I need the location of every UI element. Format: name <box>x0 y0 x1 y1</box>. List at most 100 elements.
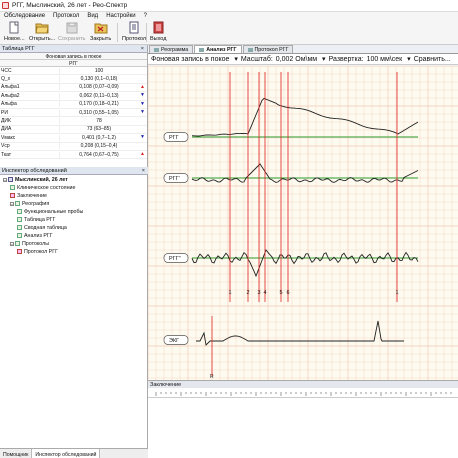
tree-item[interactable]: Клиническое состояние <box>10 184 75 191</box>
tree-item-label: Клиническое состояние <box>17 184 76 191</box>
table-row[interactable]: ДИК 78 <box>0 117 147 126</box>
row-value: 0,764 (0,67–0,75) <box>79 151 119 158</box>
row-parameter: Vмакс <box>0 134 60 141</box>
row-parameter: Q_x <box>0 76 60 83</box>
tree-item-label: Сводная таблица <box>24 224 67 231</box>
tab-reogram[interactable]: Реограмма <box>149 45 194 53</box>
ruler <box>148 388 458 398</box>
tab-protocol[interactable]: Протокол РГГ <box>242 45 294 53</box>
channel-label: ЭКГ <box>169 338 179 344</box>
channel-label-box[interactable] <box>163 253 189 263</box>
channel-label-box[interactable] <box>163 335 189 345</box>
protocol-button[interactable]: Протокол <box>122 21 146 44</box>
menu-item-examination[interactable]: Обследование <box>4 13 46 19</box>
sweep-label: Развертка: <box>328 55 364 63</box>
tree-item[interactable]: Анализ РГГ <box>17 232 53 239</box>
close-icon[interactable]: × <box>141 167 145 174</box>
increase-icon: ▲ <box>140 151 145 158</box>
tree-item[interactable]: − Протоколы <box>10 240 49 247</box>
decrease-icon: ▼ <box>140 100 145 107</box>
rgg-trace <box>191 97 419 137</box>
table-row[interactable]: Альфа1 0,108 (0,07–0,09) ▲ <box>0 84 147 93</box>
chart-icon <box>17 233 22 238</box>
tree-item[interactable]: Протокол РГГ <box>17 248 58 255</box>
marker-label: 2 <box>247 290 250 296</box>
conclusion-editor[interactable] <box>148 398 458 458</box>
marker-lines[interactable]: 1 2 3 4 5 6 1R <box>210 72 399 380</box>
left-bottom-tabs: Помощник Инспектор обследований <box>0 448 148 458</box>
collapse-icon[interactable]: − <box>10 241 14 247</box>
close-icon[interactable]: × <box>140 45 144 52</box>
table-row[interactable]: Vср 0,208 (0,15–0,4) <box>0 143 147 151</box>
row-parameter: ДИК <box>0 118 60 125</box>
patient-icon <box>8 177 13 182</box>
probe-icon <box>17 209 22 214</box>
table-header-channel: РГГ <box>0 60 147 67</box>
channel-label: РГГ' <box>169 176 180 182</box>
menu-item-view[interactable]: Вид <box>87 13 99 19</box>
table-row[interactable]: Альфа 0,170 (0,18–0,21) ▼ <box>0 101 147 109</box>
exit-button[interactable]: Выход <box>150 21 166 44</box>
collapse-icon[interactable]: − <box>3 177 7 183</box>
table-header-record: Фоновая запись в покое <box>0 53 147 60</box>
inspector-panel-header: Инспектор обследований × <box>0 167 148 175</box>
save-button[interactable]: Сохранить <box>58 21 85 44</box>
menu-item-protocol[interactable]: Протокол <box>53 13 80 19</box>
table-row[interactable]: Vмакс 0,401 (0,7–1,2) ▼ <box>0 134 147 143</box>
tab-assistant[interactable]: Помощник <box>0 449 33 458</box>
channel-label-box[interactable] <box>163 132 189 142</box>
save-icon <box>66 22 78 34</box>
compare-button[interactable]: Сравнить... <box>413 55 451 63</box>
chart-grid <box>148 66 458 380</box>
table-row[interactable]: Q_x 0,130 (0,1–0,18) <box>0 75 147 84</box>
row-value: 0,170 (0,18–0,21) <box>79 101 119 108</box>
toolbar-separator <box>146 23 147 42</box>
table-row[interactable]: ДИА 73 (63–85) <box>0 126 147 135</box>
tree-item[interactable]: Функциональные пробы <box>17 208 83 215</box>
tree-item[interactable]: − Реография <box>10 200 49 207</box>
record-select[interactable]: Фоновая запись в покое ▾ <box>151 56 238 63</box>
protocol-icon <box>17 249 22 254</box>
channel-label-box[interactable] <box>163 173 189 183</box>
tree-item[interactable]: Сводная таблица <box>17 224 67 231</box>
row-value: 100 <box>94 67 104 74</box>
row-value: 0,062 (0,11–0,13) <box>79 92 119 99</box>
row-parameter: Альфа2 <box>0 92 60 99</box>
collapse-icon[interactable]: − <box>10 201 14 207</box>
tree-item[interactable]: Заключение <box>10 192 47 199</box>
marker-label: 1 <box>396 290 399 296</box>
table-row[interactable]: Ткат 0,764 (0,67–0,75) ▲ <box>0 151 147 160</box>
tab-inspector[interactable]: Инспектор обследований <box>32 449 101 458</box>
table-row[interactable]: ЧСС 100 <box>0 67 147 76</box>
tab-analysis[interactable]: Анализ РГГ <box>194 45 242 53</box>
row-parameter: Альфа1 <box>0 84 60 91</box>
document-icon <box>10 185 15 190</box>
left-panel: Таблица РГГ × Фоновая запись в покое РГГ… <box>0 45 148 448</box>
decrease-icon: ▼ <box>140 92 145 99</box>
table-row[interactable]: РИ 0,310 (0,55–1,05) ▼ <box>0 109 147 118</box>
conclusion-header: Заключение <box>148 380 458 388</box>
row-value: 0,310 (0,55–1,05) <box>79 109 119 116</box>
marker-label: 6 <box>287 290 290 296</box>
marker-label: 4 <box>264 290 267 296</box>
decrease-icon: ▼ <box>140 109 145 116</box>
open-button[interactable]: Открыть... <box>29 21 55 44</box>
marker-label: 1 <box>229 290 232 296</box>
menu-item-settings[interactable]: Настройки <box>106 13 136 19</box>
tree-item[interactable]: Таблица РГГ <box>17 216 56 223</box>
new-button[interactable]: Новое... <box>4 21 25 44</box>
table-icon <box>17 217 22 222</box>
close-button[interactable]: Закрыть <box>90 21 111 44</box>
row-parameter: ЧСС <box>0 67 60 74</box>
sweep-select[interactable]: 100 мм\сек ▾ <box>366 56 411 63</box>
table-row[interactable]: Альфа2 0,062 (0,11–0,13) ▼ <box>0 92 147 101</box>
tree-item[interactable]: − Мыслинский, 26 лет <box>3 176 68 183</box>
toolbar: Новое... Открыть... Сохранить Закрыть Пр… <box>0 20 458 45</box>
scale-select[interactable]: 0,002 Ом\мм ▾ <box>275 56 326 63</box>
menu-item-help[interactable]: ? <box>143 13 147 19</box>
folder-icon <box>15 241 20 246</box>
marker-label: 3 <box>258 290 261 296</box>
menu-bar: Обследование Протокол Вид Настройки ? <box>0 12 458 20</box>
rgg1-trace <box>191 163 419 183</box>
